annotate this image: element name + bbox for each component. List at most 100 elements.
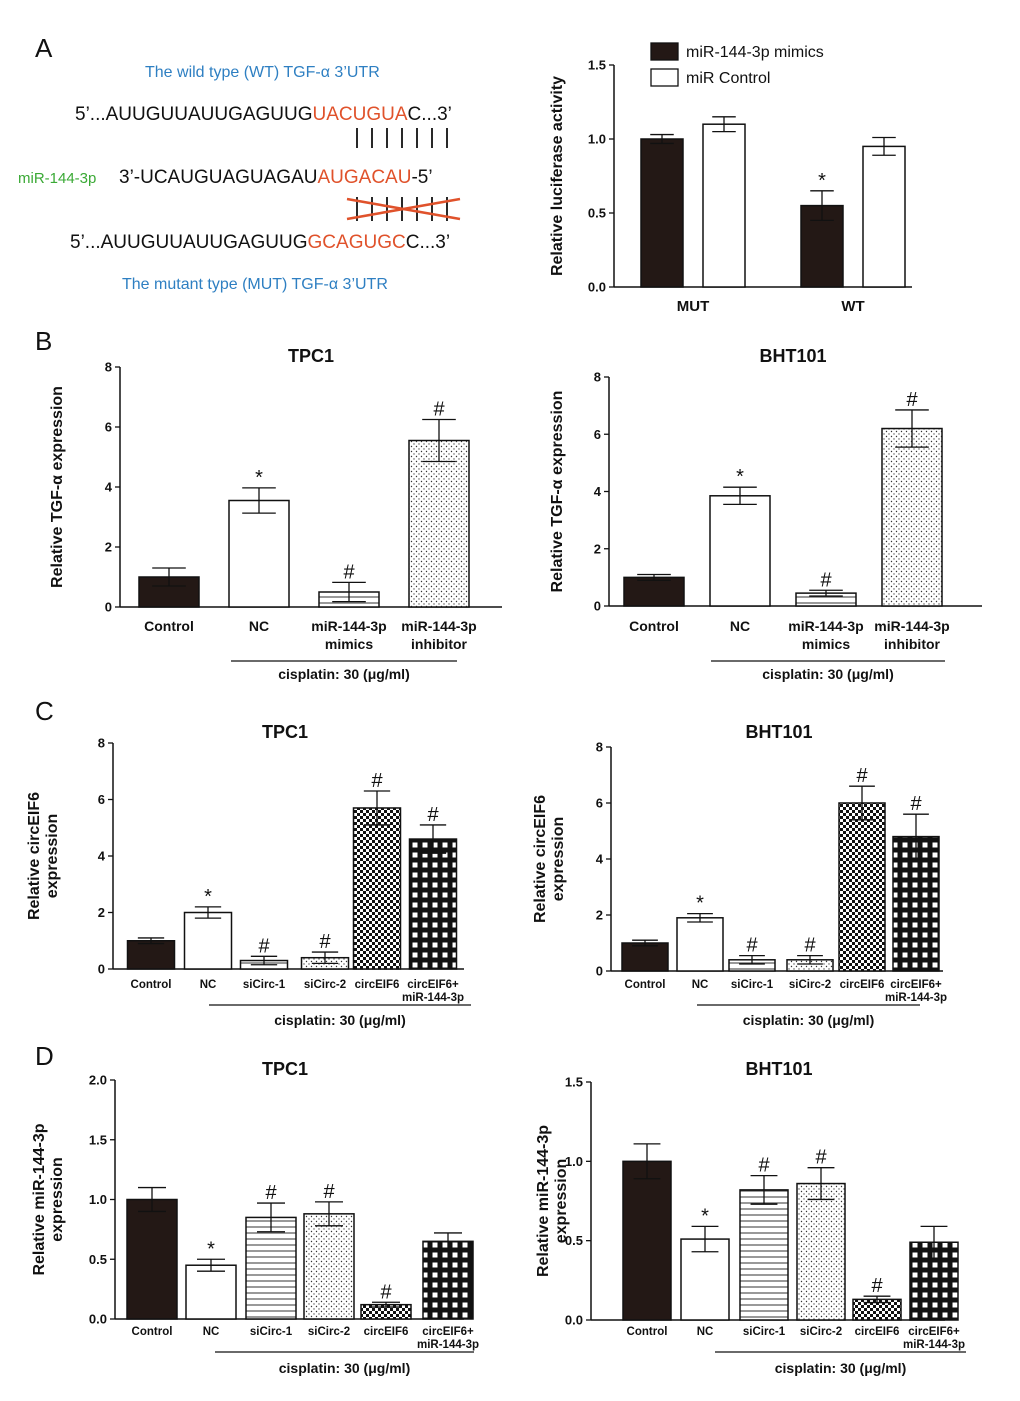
x-category-label: siCirc-1 (243, 979, 286, 991)
x-category-label: miR-144-3p inhibitor (874, 618, 949, 652)
legend-swatch (650, 68, 679, 87)
mir-sequence: 3’-UCAUGUAGUAGAUAUGACAU-5’ (119, 167, 433, 188)
x-category-label: Control (629, 618, 679, 634)
x-category-label: NC (200, 979, 217, 991)
significance-star: * (736, 466, 744, 488)
bar-mir-144-3p-inhibitor (408, 439, 470, 608)
x-category-label: Control (144, 618, 194, 634)
chart-title: BHT101 (745, 722, 812, 742)
significance-hash: # (319, 931, 331, 953)
chart-title: BHT101 (759, 346, 826, 366)
mir-seed-site: AUGACAU (317, 167, 411, 188)
significance-star: * (701, 1205, 709, 1227)
mut-utr-title: The mutant type (MUT) TGF-α 3’UTR (122, 276, 388, 293)
y-axis-label: Relative circEIF6expression (532, 795, 567, 923)
legend-label: miR Control (686, 70, 770, 87)
significance-hash: # (820, 569, 832, 591)
significance-hash: # (804, 935, 816, 957)
y-tick-label: 4 (105, 480, 113, 495)
treatment-label: cisplatin: 30 (μg/ml) (274, 1012, 405, 1028)
bar-control (126, 1198, 178, 1320)
wt-sequence: 5’...AUUGUUAUUGAGUUGUACUGUAC...3’ (75, 104, 452, 125)
bar-nc (185, 1264, 237, 1320)
chart-title: TPC1 (288, 346, 334, 366)
bar-nc (709, 495, 771, 607)
x-category-label: NC (697, 1326, 714, 1338)
sequence-diagram: The wild type (WT) TGF-α 3’UTR 5’...AUUG… (18, 64, 461, 293)
bar-nc (676, 917, 724, 972)
y-tick-label: 2 (98, 905, 105, 920)
y-tick-label: 6 (594, 427, 601, 442)
x-category-label: circEIF6+ miR-144-3p (903, 1326, 965, 1351)
y-tick-label: 4 (594, 484, 602, 499)
y-tick-label: 1.0 (588, 132, 606, 147)
x-category-label: siCirc-1 (250, 1326, 293, 1338)
bar-circeif6 (352, 807, 402, 970)
x-category-label: circEIF6 (364, 1326, 409, 1338)
y-tick-label: 6 (98, 792, 105, 807)
significance-hash: # (265, 1182, 277, 1204)
y-tick-label: 1.0 (565, 1154, 583, 1169)
treatment-label: cisplatin: 30 (μg/ml) (743, 1012, 874, 1028)
bar-sicirc-1 (739, 1189, 789, 1321)
significance-hash: # (758, 1155, 770, 1177)
circeif6-tpc1-chart: TPC1 Relative circEIF6expression 0 2 4 6 8 Cont… (26, 722, 471, 1028)
x-category-label: WT (841, 298, 864, 315)
luciferase-chart: Relative luciferase activity 0.0 0.5 1.0 1.5… (549, 42, 912, 315)
y-tick-label: 8 (594, 370, 601, 385)
y-tick-label: 8 (98, 736, 105, 751)
y-tick-label: 0.0 (565, 1313, 583, 1328)
bar-mir-control-mut (702, 123, 746, 288)
y-tick-label: 6 (105, 420, 112, 435)
pairing-lines (356, 128, 448, 148)
x-category-label: siCirc-2 (800, 1326, 842, 1338)
bar-nc (680, 1238, 730, 1321)
x-category-label: NC (692, 979, 709, 991)
x-category-label: NC (203, 1326, 220, 1338)
x-category-label: siCirc-1 (743, 1326, 786, 1338)
x-category-label: circEIF6+ miR-144-3p (885, 979, 947, 1004)
y-tick-label: 0 (596, 964, 603, 979)
chart-title: TPC1 (262, 1059, 308, 1079)
y-axis-label: Relative luciferase activity (549, 76, 566, 276)
y-tick-label: 0 (98, 962, 105, 977)
bar-sicirc-1 (245, 1216, 297, 1320)
x-category-label: MUT (677, 298, 710, 315)
y-axis-label: Relative miR-144-3pexpression (31, 1123, 66, 1275)
x-category-label: Control (625, 979, 666, 991)
x-category-label: siCirc-2 (789, 979, 831, 991)
y-tick-label: 0 (594, 599, 601, 614)
legend-swatch (650, 42, 679, 61)
significance-hash: # (815, 1147, 827, 1169)
significance-hash: # (371, 770, 383, 792)
y-axis-label: Relative miR-144-3pexpression (535, 1125, 570, 1277)
y-tick-label: 4 (98, 849, 106, 864)
bar-sicirc-2 (303, 1213, 355, 1320)
significance-hash: # (906, 389, 918, 411)
y-tick-label: 0.5 (89, 1252, 107, 1267)
x-category-label: NC (249, 618, 269, 634)
cross-out-icon (346, 197, 461, 221)
chart-title: TPC1 (262, 722, 308, 742)
significance-hash: # (746, 935, 758, 957)
significance-star: * (204, 886, 212, 908)
bar-control (623, 576, 685, 607)
bar-mir-control-wt (862, 145, 906, 288)
bar-circeif6-mir-144-3p (408, 838, 458, 970)
mir144-tpc1-chart: TPC1 Relative miR-144-3pexpression 0.0 0.5 1… (31, 1059, 479, 1376)
bar-mir-144-3p-inhibitor (881, 427, 943, 607)
bar-control (621, 942, 669, 972)
bar-nc (228, 499, 290, 608)
x-category-label: Control (132, 1326, 173, 1338)
legend-label: miR-144-3p mimics (686, 44, 824, 61)
bar-mir-144-3p-mimics-mut (640, 138, 684, 288)
x-category-label: Control (627, 1326, 668, 1338)
x-category-label: miR-144-3p mimics (311, 618, 386, 652)
y-tick-label: 1.0 (89, 1192, 107, 1207)
bar-control (622, 1160, 672, 1321)
wt-utr-title: The wild type (WT) TGF-α 3’UTR (145, 64, 380, 81)
mut-site: GCAGUGC (308, 232, 406, 253)
y-tick-label: 0.5 (565, 1233, 583, 1248)
y-tick-label: 1.5 (588, 58, 606, 73)
significance-hash: # (258, 935, 270, 957)
